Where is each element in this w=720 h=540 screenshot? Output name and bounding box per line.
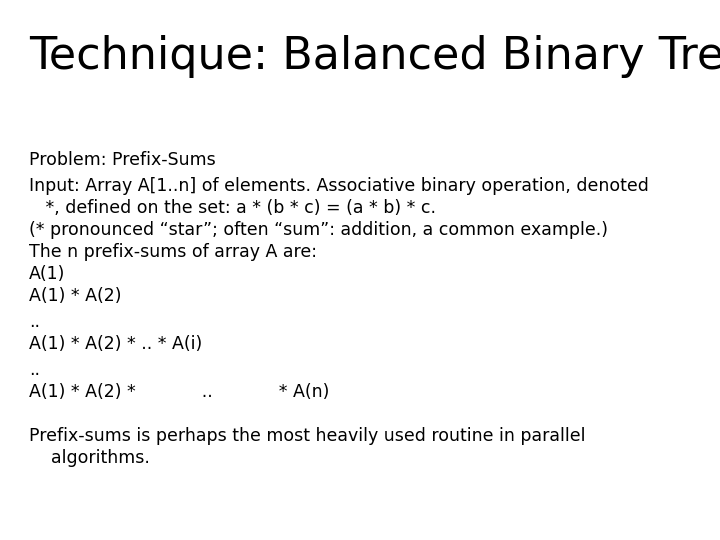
Text: *, defined on the set: a * (b * c) = (a * b) * c.: *, defined on the set: a * (b * c) = (a … — [29, 199, 436, 217]
Text: A(1) * A(2) *            ..            * A(n): A(1) * A(2) * .. * A(n) — [29, 383, 329, 401]
Text: Prefix-sums is perhaps the most heavily used routine in parallel: Prefix-sums is perhaps the most heavily … — [29, 427, 585, 444]
Text: ..: .. — [29, 313, 40, 331]
Text: ..: .. — [29, 361, 40, 379]
Text: A(1) * A(2): A(1) * A(2) — [29, 287, 121, 305]
Text: algorithms.: algorithms. — [29, 449, 150, 467]
Text: A(1) * A(2) * .. * A(i): A(1) * A(2) * .. * A(i) — [29, 335, 202, 353]
Text: The n prefix-sums of array A are:: The n prefix-sums of array A are: — [29, 243, 317, 261]
Text: Technique: Balanced Binary Trees;: Technique: Balanced Binary Trees; — [29, 35, 720, 78]
Text: A(1): A(1) — [29, 265, 66, 283]
Text: (* pronounced “star”; often “sum”: addition, a common example.): (* pronounced “star”; often “sum”: addit… — [29, 221, 608, 239]
Text: Problem: Prefix-Sums: Problem: Prefix-Sums — [29, 151, 215, 169]
Text: Input: Array A[1..n] of elements. Associative binary operation, denoted: Input: Array A[1..n] of elements. Associ… — [29, 177, 649, 194]
